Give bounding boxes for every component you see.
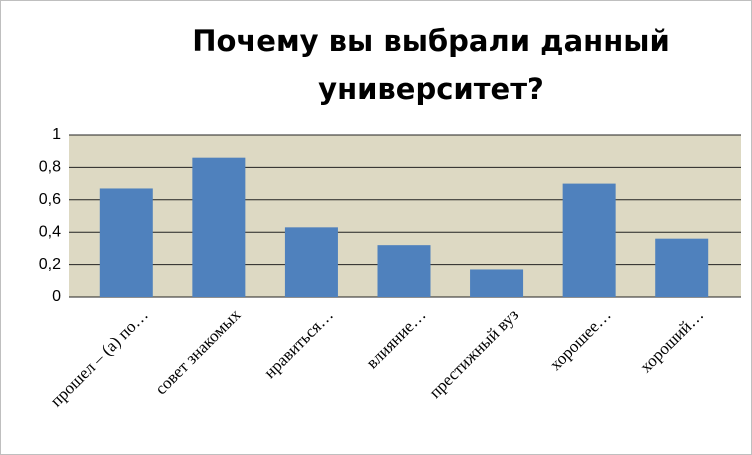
x-tick-label: хорошее… — [546, 305, 615, 374]
bar — [192, 157, 246, 297]
x-tick-label: престижный вуз — [425, 305, 522, 402]
bar — [284, 227, 338, 297]
y-tick-label: 0,2 — [39, 256, 61, 273]
x-tick-label: прошел – (а) по… — [47, 305, 152, 410]
bar — [99, 188, 153, 297]
bar — [562, 183, 616, 297]
y-tick-label: 0,4 — [39, 223, 61, 240]
bar — [377, 245, 431, 297]
x-tick-label: влияние… — [362, 305, 429, 372]
x-tick-label: хороший… — [636, 305, 707, 376]
chart-title: Почему вы выбрали данный университет? — [192, 24, 670, 106]
bar — [655, 238, 709, 297]
y-tick-label: 1 — [52, 126, 61, 143]
y-tick-label: 0,6 — [39, 191, 61, 208]
x-tick-label: нравиться… — [260, 305, 337, 382]
y-tick-label: 0,8 — [39, 159, 61, 176]
y-tick-label: 0 — [52, 288, 61, 305]
bar — [470, 269, 524, 297]
x-tick-label: совет знакомых — [151, 305, 245, 399]
